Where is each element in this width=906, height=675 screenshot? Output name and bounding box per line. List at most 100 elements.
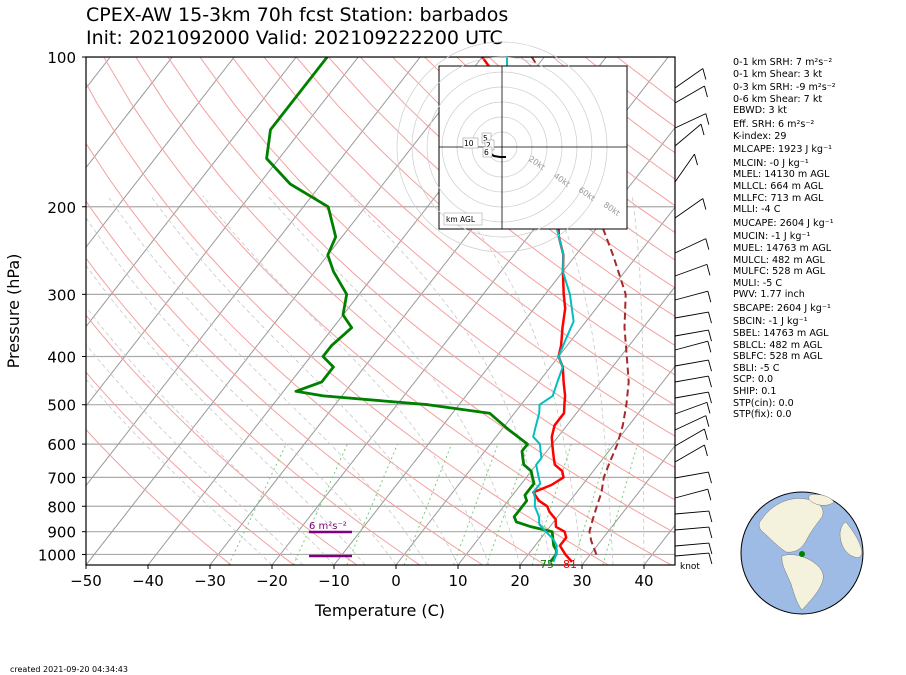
mixing-ratio-line (292, 443, 348, 565)
wind-barb-flag (707, 489, 712, 501)
wind-barb-flag (702, 198, 707, 210)
dry-adiabat (231, 57, 675, 437)
wind-barb (674, 444, 705, 463)
index-pwv: PWV: 1.77 inch (733, 289, 805, 301)
index-sbcin: SBCIN: -1 J kg⁻¹ (733, 316, 808, 328)
moist-adiabat (86, 378, 273, 565)
wind-barb (674, 471, 709, 479)
y-tick-label: 1000 (38, 546, 76, 564)
index-stpcin: STP(cin): 0.0 (733, 397, 794, 409)
x-tick-label: −40 (132, 572, 164, 590)
wind-barb-flag (708, 510, 713, 523)
y-tick-label: 600 (47, 436, 76, 454)
y-tick-label: 900 (47, 524, 76, 542)
dry-adiabat (86, 428, 232, 565)
index-srh1: 0-1 km SRH: 7 m²s⁻² (733, 57, 833, 68)
surface-dewpoint-label: 75 (540, 558, 554, 571)
wind-barb (674, 375, 709, 383)
mixing-ratio-line (228, 443, 287, 565)
isotherm (581, 444, 675, 565)
hodograph-height-label: 10 (464, 139, 474, 148)
index-mlcin: MLCIN: -0 J kg⁻¹ (733, 157, 809, 169)
dry-adiabat (295, 57, 675, 376)
index-shear1: 0-1 km Shear: 3 kt (733, 68, 823, 80)
mixing-ratio-line (486, 443, 530, 565)
mixing-ratio-line (453, 443, 499, 565)
wind-barb (674, 488, 708, 499)
wind-barb (674, 153, 695, 183)
wind-barb-flag (694, 154, 698, 166)
x-tick-label: 40 (634, 572, 653, 590)
wind-barb (674, 510, 709, 515)
title-line-2: Init: 2021092000 Valid: 202109222200 UTC (86, 27, 503, 49)
wind-barb (674, 359, 709, 367)
y-tick-label: 500 (47, 397, 76, 415)
moist-adiabat (202, 195, 490, 565)
created-timestamp: created 2021-09-20 04:34:43 (10, 665, 128, 674)
wind-barb (674, 263, 708, 277)
index-sbli: SBLI: -5 C (733, 362, 780, 374)
y-axis-label: Pressure (hPa) (4, 254, 23, 369)
isotherm (519, 365, 675, 565)
index-scp: SCP: 0.0 (733, 374, 774, 386)
index-mllcl: MLLCL: 664 m AGL (733, 180, 824, 192)
parcel-profile (530, 57, 630, 555)
index-mlel: MLEL: 14130 m AGL (733, 169, 830, 181)
index-mlcape: MLCAPE: 1923 J kg⁻¹ (733, 144, 832, 156)
x-tick-label: 20 (510, 572, 529, 590)
wind-barb (674, 542, 709, 547)
moist-adiabat (86, 344, 304, 565)
y-tick-label: 800 (47, 498, 76, 516)
title-line-1: CPEX-AW 15-3km 70h fcst Station: barbado… (86, 4, 509, 26)
y-tick-label: 400 (47, 349, 76, 367)
hodograph-height-label: 6 (484, 148, 489, 157)
wind-barb (674, 428, 705, 447)
wind-barb-flag (707, 291, 712, 303)
wind-barb-flag (704, 444, 708, 457)
isotherm (86, 57, 297, 328)
wind-barb-flag (705, 113, 710, 125)
x-tick-label: −50 (70, 572, 102, 590)
wind-barb (674, 391, 709, 399)
wind-barb-flag (704, 85, 708, 98)
wind-barb (674, 401, 708, 415)
x-tick-label: 10 (448, 572, 467, 590)
wind-barb (674, 329, 709, 337)
wind-barb-flag (704, 428, 708, 441)
wind-barb-flag (708, 391, 712, 404)
mixing-ratio-line (531, 443, 572, 565)
globe-inset (740, 491, 864, 615)
index-kindex: K-index: 29 (733, 130, 787, 142)
wind-barb (674, 198, 704, 219)
wind-barb (674, 113, 707, 129)
index-sbel: SBEL: 14763 m AGL (733, 328, 829, 340)
dry-adiabat (86, 200, 483, 565)
dry-adiabat (167, 57, 675, 501)
index-ship: SHIP: 0.1 (733, 386, 777, 398)
index-mllfc: MLLFC: 713 m AGL (733, 192, 824, 204)
index-stpfix: STP(fix): 0.0 (733, 409, 792, 421)
isotherm (86, 57, 421, 487)
mixing-ratio-line (346, 443, 399, 565)
index-sblfc: SBLFC: 528 m AGL (733, 351, 823, 363)
x-tick-label: −10 (318, 572, 350, 590)
wind-barb-flag (705, 238, 710, 250)
wind-barb (674, 311, 709, 319)
station-marker (799, 551, 805, 557)
moist-adiabat (107, 195, 428, 565)
x-axis-label: Temperature (C) (314, 601, 445, 620)
mixing-ratio-line (602, 443, 638, 565)
wind-barb (674, 290, 708, 301)
wind-barb (674, 68, 704, 89)
surface-temperature-label: 81 (563, 558, 577, 571)
index-mucin: MUCIN: -1 J kg⁻¹ (733, 231, 811, 243)
moist-adiabat (267, 195, 521, 565)
index-mulcl: MULCL: 482 m AGL (733, 254, 825, 266)
index-mlli: MLLI: -4 C (733, 204, 781, 216)
dry-adiabat (360, 57, 675, 317)
wind-barb (674, 85, 705, 104)
wind-barb-flag (707, 341, 712, 353)
wind-barb-flag (708, 526, 713, 539)
index-mucape: MUCAPE: 2604 J kg⁻¹ (733, 217, 834, 229)
